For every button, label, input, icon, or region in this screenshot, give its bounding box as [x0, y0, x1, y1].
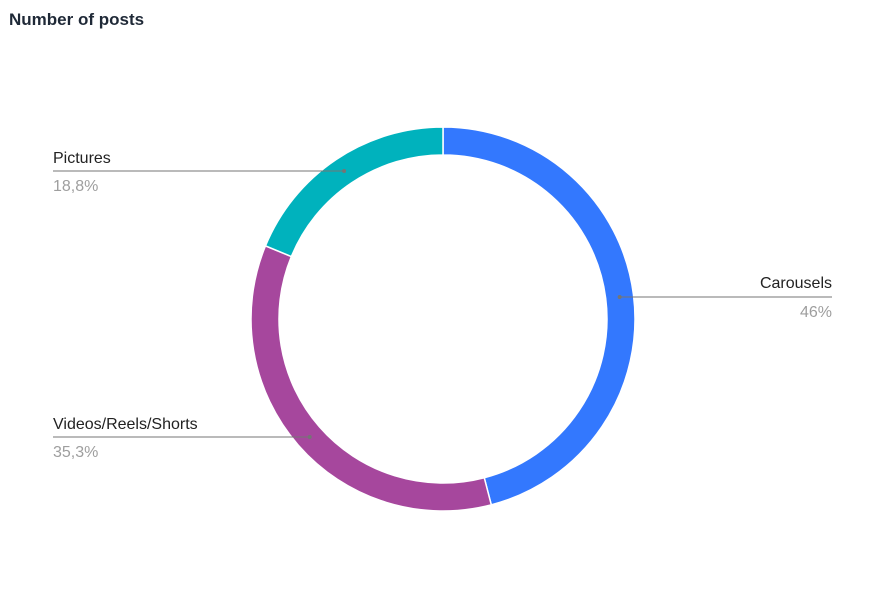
chart-title: Number of posts — [9, 10, 145, 29]
callout-dot — [342, 169, 347, 173]
donut-slice-pictures[interactable] — [264, 126, 444, 258]
slice-percent: 46% — [800, 304, 832, 321]
slice-percent: 35,3% — [53, 444, 98, 461]
donut-slices — [250, 126, 636, 512]
callout-dot — [307, 435, 312, 439]
slice-label: Pictures — [53, 150, 111, 167]
donut-slice-videos-reels-shorts[interactable] — [250, 244, 493, 512]
donut-slice-carousels[interactable] — [442, 126, 636, 506]
slice-label: Carousels — [760, 275, 832, 292]
slice-percent: 18,8% — [53, 178, 98, 195]
slice-callouts: Carousels 46% Videos/Reels/Shorts 35,3% Pict… — [53, 150, 832, 461]
slice-label: Videos/Reels/Shorts — [53, 416, 198, 433]
callout-dot — [617, 295, 622, 299]
